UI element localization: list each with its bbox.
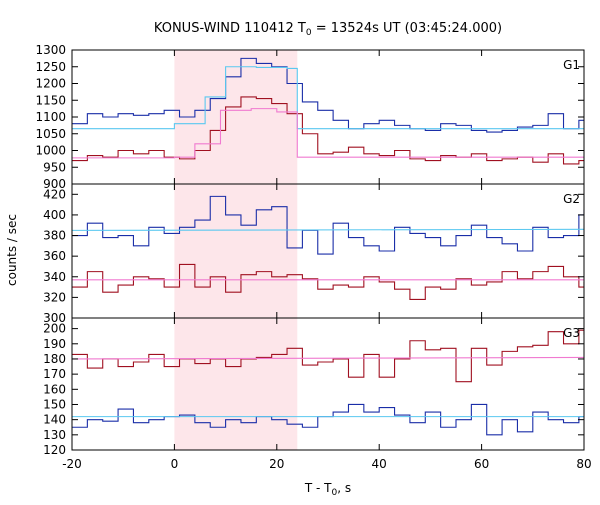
y-tick-label: 1050 [35,127,66,141]
y-tick-label: 380 [43,229,66,243]
panel-frame-G1 [71,49,585,185]
panel-frame-G2 [71,183,585,319]
y-tick-label: 1150 [35,93,66,107]
x-tick-label: 60 [474,457,489,471]
series-G3-red [72,329,584,383]
panel-G3-series [72,329,584,436]
y-tick-label: 170 [43,367,66,381]
y-tick-label: 1250 [35,60,66,74]
series-G1-red [72,96,584,165]
x-axis-label: T - T0, s [304,481,351,498]
series-G2-red [72,263,584,300]
y-axis-label: counts / sec [5,214,19,286]
y-tick-label: 120 [43,443,66,457]
y-tick-label: 320 [43,290,66,304]
y-tick-label: 180 [43,352,66,366]
y-tick-label: 360 [43,249,66,263]
highlight-G2 [174,184,298,318]
series-G3-blue [72,403,584,436]
panel-label-G2: G2 [563,192,580,206]
x-tick-label: -20 [62,457,82,471]
series-G2-blue [72,195,584,255]
y-tick-label: 150 [43,397,66,411]
x-tick-label: 0 [171,457,179,471]
highlight-G3 [174,318,298,450]
series-G2-light_blue [72,228,584,231]
y-tick-label: 1300 [35,43,66,57]
y-tick-label: 300 [43,311,66,325]
panel-label-G1: G1 [563,58,580,72]
panel-G2-series [72,195,584,300]
series-G1-pink [72,108,584,159]
x-tick-label: 40 [372,457,387,471]
y-tick-label: 400 [43,208,66,222]
series-G3-pink [72,356,584,360]
y-tick-label: 1000 [35,144,66,158]
panel-label-G3: G3 [563,326,580,340]
y-tick-label: 130 [43,428,66,442]
series-G1-light_blue [72,66,584,130]
x-tick-label: 80 [576,457,591,471]
y-tick-label: 1200 [35,77,66,91]
series-layer [72,57,584,436]
panel-frame-G3 [71,317,585,451]
series-G1-blue [72,57,584,133]
y-tick-label: 140 [43,413,66,427]
y-tick-label: 420 [43,187,66,201]
x-tick-label: 20 [269,457,284,471]
y-tick-label: 1100 [35,110,66,124]
chart-title: KONUS-WIND 110412 T0 = 13524s UT (03:45:… [154,21,502,38]
y-tick-label: 900 [43,177,66,191]
y-tick-label: 190 [43,337,66,351]
panel-G1-series [72,57,584,165]
y-tick-label: 200 [43,322,66,336]
y-tick-label: 340 [43,270,66,284]
y-tick-label: 950 [43,160,66,174]
axes-layer: 9009501000105011001150120012501300G13003… [35,43,591,471]
y-tick-label: 160 [43,382,66,396]
